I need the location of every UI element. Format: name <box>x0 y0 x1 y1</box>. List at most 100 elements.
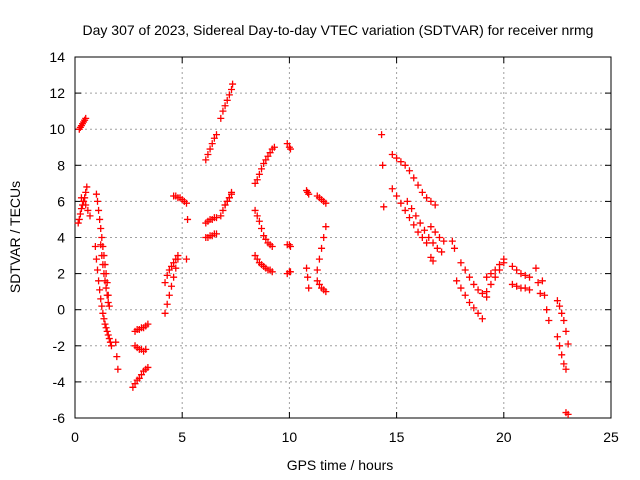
x-tick-label: 15 <box>389 429 405 445</box>
data-point <box>461 291 469 299</box>
data-point <box>92 190 100 198</box>
data-point <box>315 255 323 263</box>
data-point <box>414 228 422 236</box>
data-point <box>103 291 111 299</box>
data-point <box>431 201 439 209</box>
data-point <box>258 224 266 232</box>
data-point <box>538 277 546 285</box>
y-tick-label: 0 <box>57 302 65 318</box>
series-arc-34 <box>388 185 431 247</box>
data-point <box>76 210 84 218</box>
data-point <box>268 268 276 276</box>
data-point <box>99 309 107 317</box>
series-arc-47 <box>553 297 572 348</box>
data-point <box>228 85 236 93</box>
data-point <box>517 270 525 278</box>
data-point <box>286 243 294 251</box>
data-point <box>223 197 231 205</box>
data-point <box>94 197 102 205</box>
series-arc-30 <box>313 223 330 274</box>
series-arc-13 <box>170 192 190 207</box>
series-arc-35 <box>403 197 446 256</box>
data-point <box>100 315 108 323</box>
data-point <box>487 270 495 278</box>
data-point <box>425 234 433 241</box>
data-point <box>101 277 109 285</box>
x-tick-label: 20 <box>496 429 512 445</box>
series-arc-37 <box>427 253 437 265</box>
data-point <box>105 335 113 343</box>
data-point <box>448 237 456 245</box>
data-point <box>184 215 192 223</box>
data-point <box>303 264 311 272</box>
data-point <box>315 280 323 288</box>
data-point <box>213 131 221 139</box>
data-point <box>478 289 486 297</box>
data-point <box>401 206 409 214</box>
data-point <box>397 158 405 166</box>
data-point <box>255 217 263 225</box>
data-point <box>97 224 105 232</box>
data-point <box>98 252 106 260</box>
series-arc-14 <box>182 215 192 263</box>
data-point <box>96 215 104 223</box>
data-point <box>556 302 564 310</box>
data-point <box>564 340 572 348</box>
data-point <box>137 371 145 379</box>
data-point <box>562 365 570 373</box>
data-point <box>112 338 120 346</box>
data-point <box>102 324 110 332</box>
data-point <box>142 345 150 353</box>
data-point <box>228 188 236 196</box>
data-point <box>182 199 190 207</box>
series-arc-6 <box>97 241 112 306</box>
data-point <box>420 226 428 234</box>
data-points <box>74 80 572 418</box>
data-point <box>82 114 90 122</box>
data-point <box>461 266 469 274</box>
data-point <box>532 264 540 272</box>
data-point <box>99 261 107 269</box>
data-point <box>77 205 85 213</box>
chart-title: Day 307 of 2023, Sidereal Day-to-day VTE… <box>83 22 594 38</box>
data-point <box>427 223 435 231</box>
data-point <box>457 259 465 267</box>
series-arc-1 <box>75 114 90 133</box>
series-arc-3 <box>77 194 94 220</box>
data-point <box>286 145 294 153</box>
data-point <box>322 223 330 231</box>
data-point <box>225 91 233 99</box>
data-point <box>405 214 413 222</box>
data-point <box>393 192 401 200</box>
data-point <box>114 365 122 373</box>
x-tick-label: 5 <box>178 429 186 445</box>
data-point <box>264 152 272 160</box>
data-point <box>564 410 572 418</box>
data-point <box>84 206 92 214</box>
data-point <box>283 140 291 148</box>
data-point <box>305 284 313 292</box>
data-point <box>521 271 529 279</box>
data-point <box>144 320 152 328</box>
data-point <box>213 214 221 222</box>
data-point <box>431 228 439 236</box>
data-point <box>204 150 212 158</box>
data-point <box>268 243 276 251</box>
data-point <box>135 374 143 382</box>
data-point <box>251 252 259 260</box>
data-point <box>221 201 229 209</box>
data-point <box>219 206 227 214</box>
y-tick-label: 6 <box>57 193 65 209</box>
series-arc-5 <box>92 190 113 310</box>
series-arc-9 <box>131 342 150 355</box>
data-point <box>129 383 137 391</box>
series-arc-16 <box>202 214 221 227</box>
data-point <box>94 266 102 274</box>
series-arc-42 <box>483 255 508 281</box>
series-arc-25 <box>283 241 294 251</box>
series-arc-10 <box>131 320 152 335</box>
data-point <box>536 289 544 297</box>
x-axis-ticks: 0 5 10 15 20 25 <box>71 57 619 445</box>
data-point <box>98 302 106 310</box>
series-arc-15 <box>202 131 221 164</box>
